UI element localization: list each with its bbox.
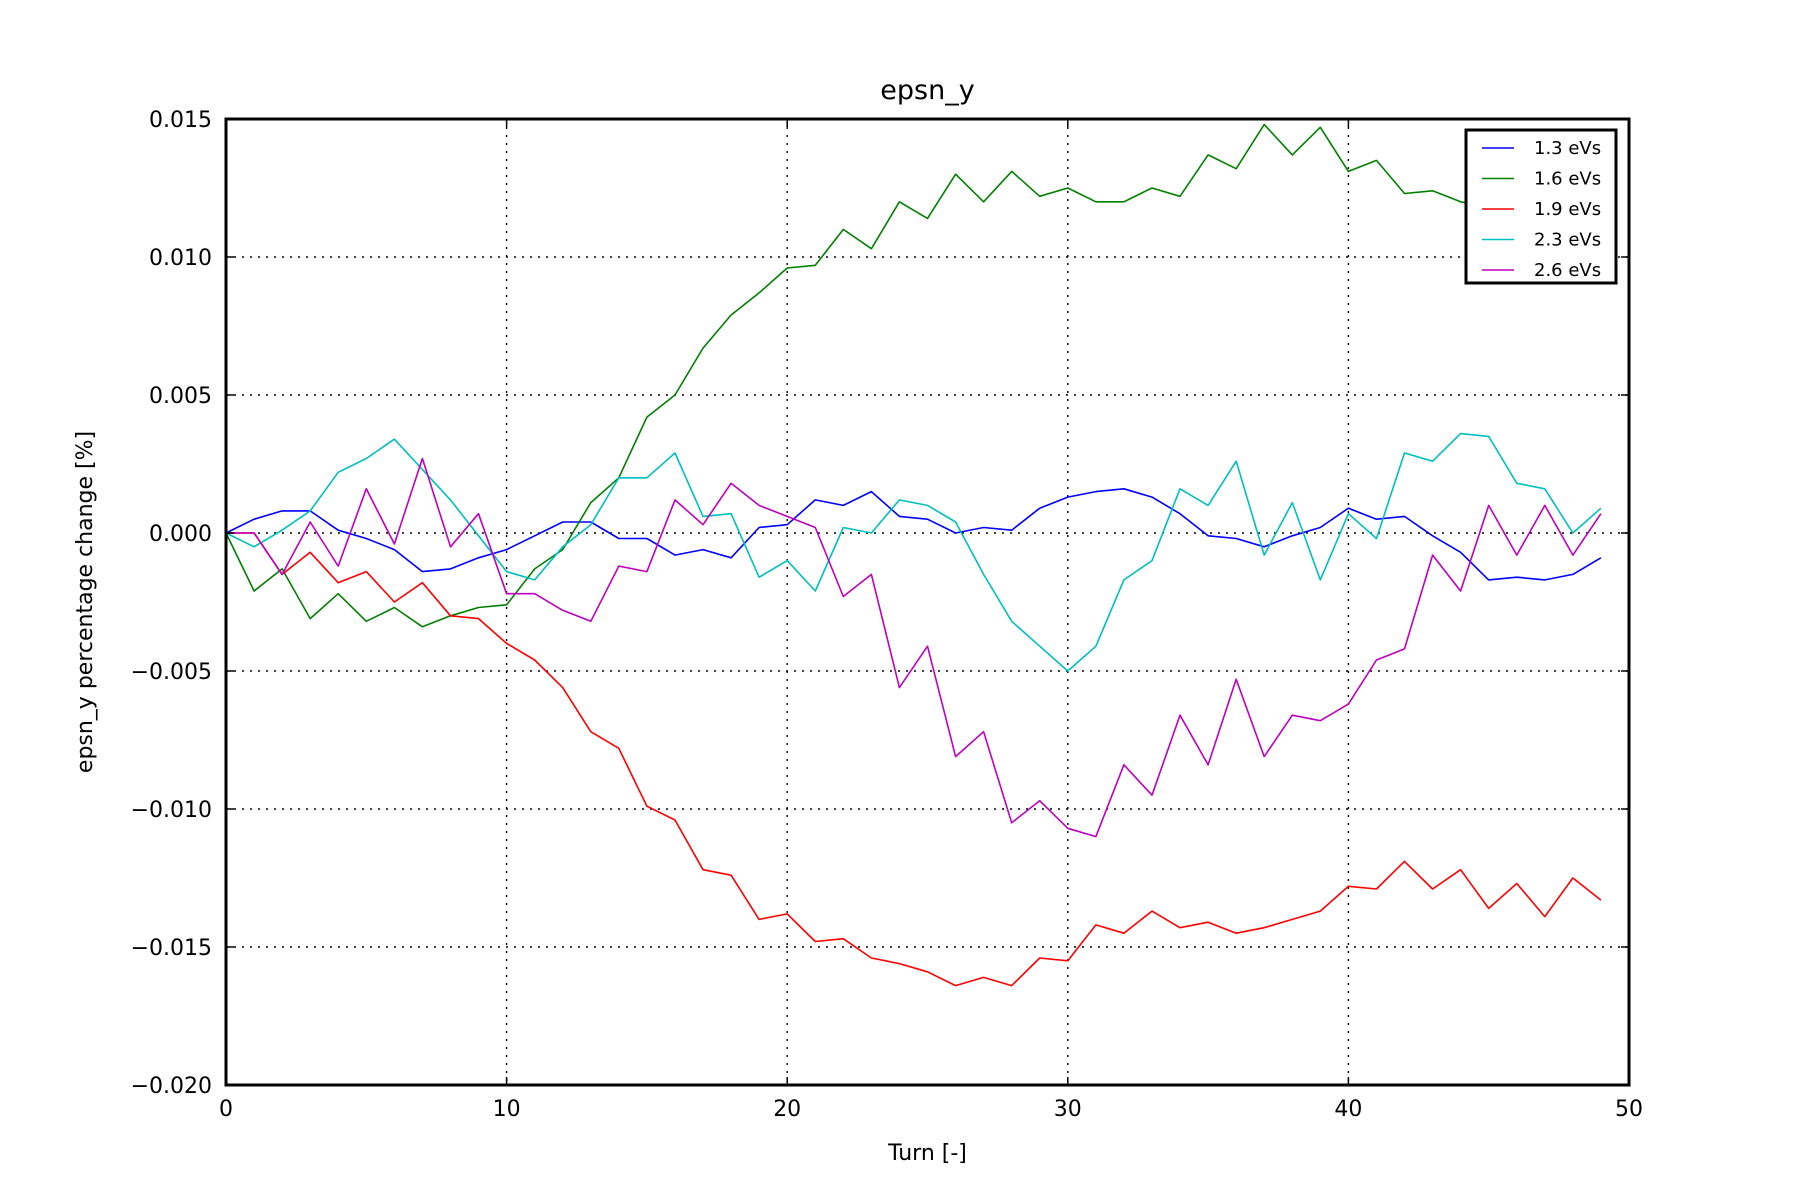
y-axis-label: epsn_y percentage change [%] [73,431,98,773]
legend-label: 1.6 eVs [1534,169,1601,190]
legend-label: 1.9 eVs [1534,199,1601,220]
series-lines [225,123,1602,987]
chart-title: epsn_y [880,75,974,106]
grid-lines [226,119,1629,1085]
series-line-3 [225,432,1602,672]
axis-ticks: 0 10 20 30 40 50 0.015 0.010 0.005 0.000 −0.005 −0.… [131,108,1643,1122]
legend-label: 1.3 eVs [1534,138,1601,159]
series-line-2 [226,532,1602,987]
x-tick-label: 0 [219,1097,233,1122]
series-line-0 [225,487,1602,581]
legend-label: 2.6 eVs [1534,260,1601,281]
legend-label: 2.3 eVs [1534,230,1601,251]
legend-box [1464,128,1618,285]
y-tick-label: 0.005 [149,384,212,409]
x-tick-label: 10 [493,1097,521,1122]
x-tick-label: 50 [1615,1097,1643,1122]
y-tick-label: −0.010 [131,798,212,823]
series-line-1 [225,123,1601,628]
x-tick-label: 40 [1334,1097,1362,1122]
legend: 1.3 eVs 1.6 eVs 1.9 eVs 2.3 eVs 2.6 eVs [1464,128,1618,285]
series-line-4 [226,457,1602,838]
x-tick-label: 30 [1054,1097,1082,1122]
y-tick-label: 0.000 [149,522,212,547]
y-tick-label: −0.015 [131,936,212,961]
x-tick-label: 20 [773,1097,801,1122]
plot-frame [224,117,1631,1087]
y-tick-label: 0.015 [149,108,212,133]
x-axis-label: Turn [-] [887,1141,967,1166]
y-tick-label: −0.005 [131,660,212,685]
y-tick-label: −0.020 [131,1074,212,1099]
y-tick-label: 0.010 [149,246,212,271]
